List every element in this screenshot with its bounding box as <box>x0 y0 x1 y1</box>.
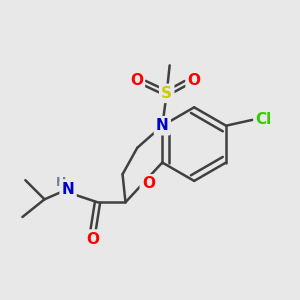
Text: O: O <box>142 176 155 191</box>
Text: O: O <box>188 73 201 88</box>
Text: Cl: Cl <box>256 112 272 127</box>
Text: N: N <box>62 182 74 196</box>
Text: H: H <box>56 176 66 189</box>
Text: N: N <box>156 118 169 133</box>
Text: O: O <box>87 232 100 247</box>
Text: S: S <box>161 86 172 101</box>
Text: O: O <box>130 73 143 88</box>
